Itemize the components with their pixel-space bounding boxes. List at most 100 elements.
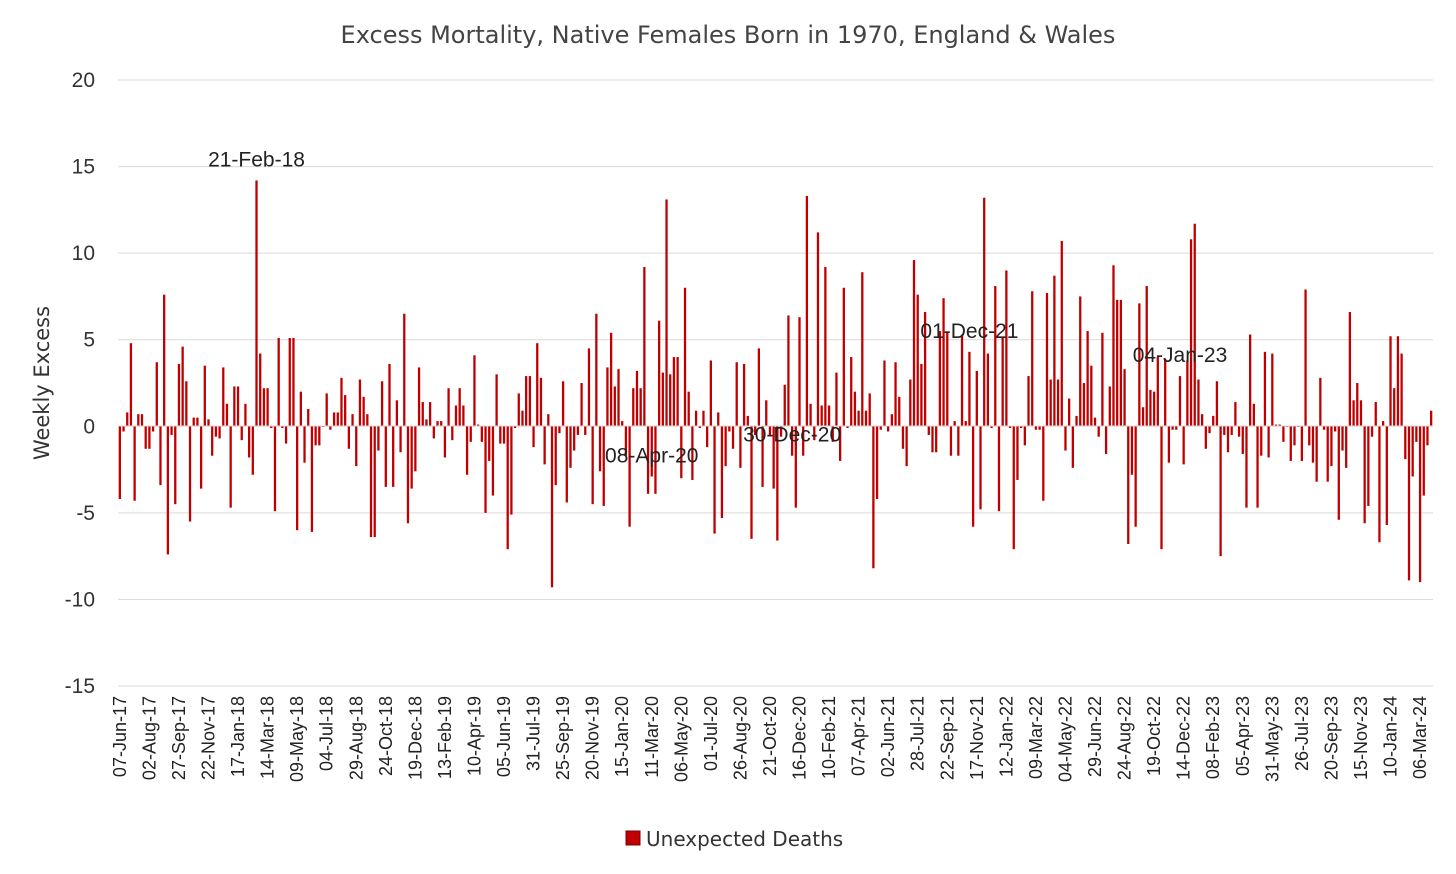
- bar: [1064, 426, 1067, 451]
- bar: [384, 426, 387, 487]
- bar: [983, 197, 986, 427]
- bar: [953, 421, 956, 427]
- bar: [380, 381, 384, 427]
- bar: [994, 286, 997, 427]
- bar: [1171, 426, 1174, 430]
- bar: [783, 384, 786, 427]
- bar: [525, 376, 528, 427]
- legend-swatch: [625, 830, 641, 846]
- bar: [255, 180, 258, 427]
- x-tick-label: 05-Jun-19: [494, 696, 514, 777]
- bar: [831, 426, 834, 442]
- bar: [1182, 426, 1185, 465]
- x-tick-label: 28-Jul-21: [908, 696, 928, 771]
- bar: [1019, 426, 1023, 429]
- bar: [646, 426, 650, 494]
- bar: [477, 424, 480, 427]
- bar: [377, 426, 380, 451]
- x-tick-label: 11-Mar-20: [642, 696, 662, 778]
- bar: [558, 426, 561, 434]
- bar: [990, 426, 993, 429]
- bar: [1116, 299, 1119, 427]
- bar: [1134, 426, 1137, 527]
- bar: [569, 426, 572, 468]
- bar: [1186, 360, 1189, 427]
- bar: [920, 363, 923, 427]
- bar: [768, 426, 772, 435]
- bar: [1341, 426, 1344, 451]
- x-tick-label: 31-May-23: [1262, 696, 1282, 782]
- bar: [1304, 289, 1307, 427]
- annotation-label: 04-Jan-23: [1133, 344, 1228, 367]
- x-tick-label: 26-Aug-20: [730, 696, 750, 780]
- bar: [236, 386, 240, 427]
- bar: [802, 426, 805, 456]
- bar: [1104, 426, 1108, 454]
- bar: [332, 412, 336, 427]
- bar: [683, 287, 687, 427]
- bar: [809, 403, 812, 427]
- x-tick-label: 17-Nov-21: [967, 696, 987, 780]
- bar: [587, 348, 591, 427]
- x-tick-label: 14-Dec-22: [1174, 696, 1194, 780]
- bar: [1333, 426, 1337, 432]
- bar: [406, 426, 410, 524]
- bar: [1008, 426, 1012, 429]
- bar: [669, 374, 672, 427]
- bar: [946, 332, 949, 427]
- bar: [344, 395, 347, 427]
- bar: [1119, 299, 1123, 427]
- bar: [935, 426, 938, 453]
- bar: [347, 426, 351, 449]
- bar: [1075, 415, 1078, 427]
- bar: [284, 426, 288, 444]
- bar: [971, 426, 975, 527]
- bar: [875, 426, 879, 500]
- bar: [1189, 239, 1193, 427]
- bar: [1108, 386, 1111, 427]
- bar: [846, 426, 849, 429]
- bar: [923, 312, 927, 427]
- bar: [185, 381, 188, 427]
- y-tick-label: -5: [76, 502, 95, 525]
- bar: [296, 426, 299, 531]
- bar: [942, 298, 945, 427]
- bar: [1311, 426, 1315, 463]
- bar: [299, 391, 302, 427]
- bar: [617, 369, 620, 427]
- bar: [1123, 369, 1126, 427]
- x-tick-label: 02-Jun-21: [878, 696, 898, 777]
- bar: [609, 332, 613, 427]
- bar: [665, 199, 668, 427]
- x-tick-labels: 07-Jun-17 02-Aug-17 27-Sep-17 22-Nov-17 17-J…: [110, 696, 1430, 782]
- bar: [1319, 377, 1322, 427]
- bar: [366, 414, 369, 427]
- bar: [1267, 426, 1270, 458]
- y-tick-label: -15: [65, 675, 95, 698]
- y-tick-label: -10: [65, 588, 95, 611]
- bar: [1023, 426, 1026, 446]
- bar: [1112, 265, 1115, 427]
- bar: [129, 343, 133, 427]
- bar: [1337, 426, 1340, 520]
- bar: [1082, 383, 1086, 427]
- bar: [824, 266, 827, 427]
- bar: [813, 426, 816, 441]
- bar: [410, 426, 413, 489]
- bar: [658, 320, 661, 427]
- bar: [757, 348, 761, 427]
- bar: [628, 426, 631, 527]
- bar: [432, 426, 435, 439]
- bar: [247, 426, 251, 458]
- bar: [1005, 270, 1008, 427]
- bar: [957, 426, 960, 456]
- bar: [1130, 426, 1134, 475]
- bar: [909, 379, 912, 427]
- bar: [1396, 336, 1400, 427]
- bar: [458, 388, 461, 427]
- bar: [720, 426, 724, 519]
- bar: [443, 426, 447, 458]
- bar: [835, 372, 838, 427]
- bar: [997, 426, 1001, 512]
